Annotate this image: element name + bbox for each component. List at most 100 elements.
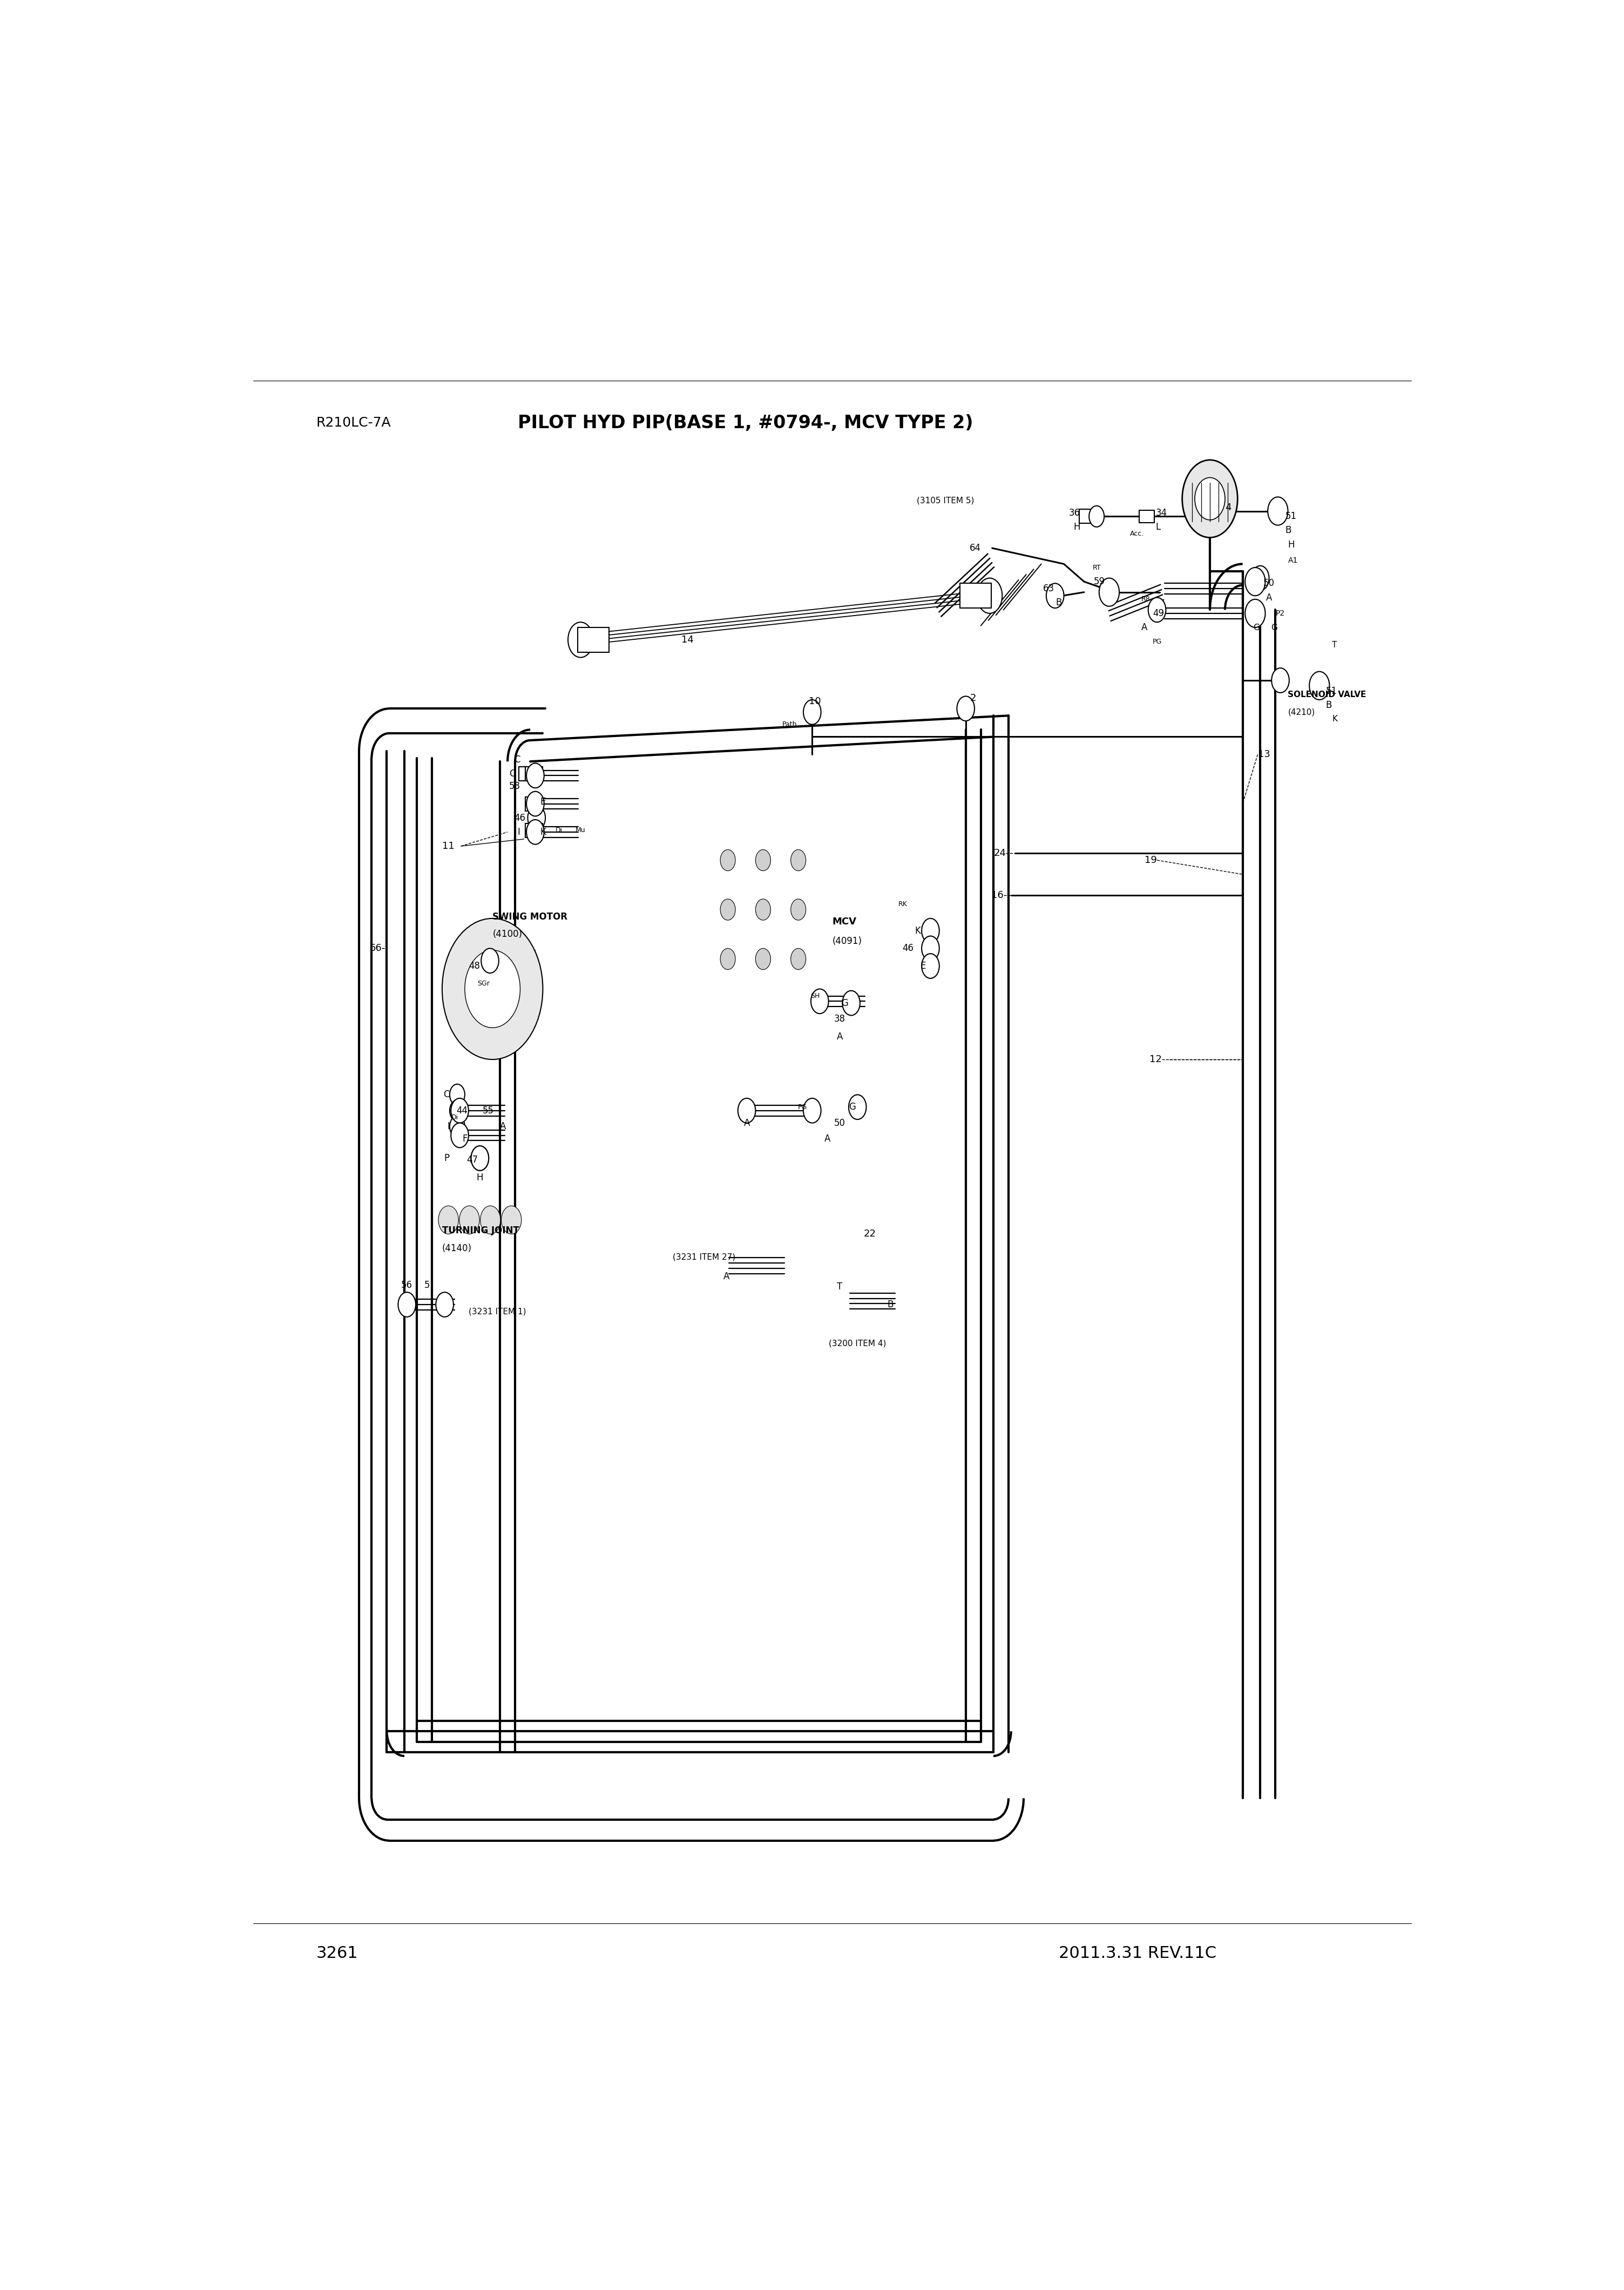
Text: K: K — [914, 925, 921, 937]
Circle shape — [755, 850, 771, 870]
Text: 51: 51 — [1325, 687, 1337, 696]
Circle shape — [1101, 579, 1117, 605]
Circle shape — [804, 1099, 822, 1122]
Circle shape — [721, 948, 736, 969]
Text: (4140): (4140) — [442, 1243, 473, 1253]
Text: 66: 66 — [369, 943, 382, 953]
Text: 46: 46 — [903, 943, 913, 953]
Text: 56: 56 — [401, 1280, 412, 1289]
Circle shape — [568, 623, 593, 657]
Text: A: A — [744, 1118, 750, 1127]
Circle shape — [1309, 671, 1330, 701]
Text: Di: Di — [451, 1115, 458, 1122]
Text: (4210): (4210) — [1288, 708, 1315, 717]
Text: R210LC-7A: R210LC-7A — [317, 417, 391, 431]
Bar — [1078, 508, 1096, 524]
Text: C: C — [508, 769, 515, 779]
Text: PILOT HYD PIP(BASE 1, #0794-, MCV TYPE 2): PILOT HYD PIP(BASE 1, #0794-, MCV TYPE 2… — [518, 414, 973, 433]
Circle shape — [451, 1099, 469, 1122]
Text: 13: 13 — [1257, 749, 1270, 760]
Text: A: A — [1142, 623, 1148, 632]
Circle shape — [791, 948, 806, 969]
Circle shape — [978, 577, 1002, 614]
Text: H: H — [1073, 522, 1080, 531]
Circle shape — [460, 1207, 479, 1234]
Text: 63: 63 — [1043, 584, 1054, 593]
Text: (4091): (4091) — [833, 937, 862, 946]
Text: 46: 46 — [513, 813, 525, 822]
Text: 11: 11 — [442, 840, 455, 852]
Circle shape — [1046, 584, 1064, 609]
Text: A: A — [724, 1271, 729, 1280]
Bar — [578, 627, 609, 653]
Circle shape — [442, 918, 542, 1060]
Bar — [525, 797, 542, 811]
Text: 12: 12 — [1150, 1056, 1163, 1065]
Text: 10: 10 — [809, 696, 820, 705]
Text: 64: 64 — [970, 543, 981, 552]
Text: A: A — [1267, 593, 1272, 602]
Bar — [1140, 511, 1155, 522]
Circle shape — [398, 1292, 416, 1317]
Text: SGr: SGr — [477, 980, 490, 987]
Text: C: C — [443, 1090, 450, 1099]
Text: I: I — [447, 1122, 450, 1131]
Circle shape — [435, 1292, 453, 1317]
Text: G: G — [849, 1101, 856, 1113]
Circle shape — [1099, 577, 1119, 607]
Circle shape — [526, 820, 544, 845]
Text: 38: 38 — [835, 1014, 846, 1024]
Text: (3200 ITEM 4): (3200 ITEM 4) — [828, 1340, 887, 1347]
Text: H: H — [1288, 540, 1294, 550]
Circle shape — [791, 850, 806, 870]
Circle shape — [922, 918, 939, 943]
Text: A1: A1 — [1288, 556, 1298, 563]
Circle shape — [471, 1145, 489, 1170]
Text: 34: 34 — [1156, 508, 1168, 518]
Bar — [960, 584, 992, 609]
Circle shape — [528, 806, 546, 831]
Text: RK: RK — [898, 900, 908, 907]
Circle shape — [451, 1122, 469, 1147]
Circle shape — [755, 948, 771, 969]
Text: G: G — [1272, 623, 1276, 632]
Text: Acc.: Acc. — [1130, 531, 1143, 538]
Text: 3261: 3261 — [317, 1946, 359, 1960]
Circle shape — [1246, 568, 1265, 595]
Circle shape — [957, 696, 974, 721]
Text: 16: 16 — [991, 891, 1004, 900]
Circle shape — [1090, 506, 1104, 527]
Text: F: F — [463, 1134, 468, 1143]
Circle shape — [438, 1207, 458, 1234]
Text: K: K — [539, 827, 546, 836]
Circle shape — [481, 948, 499, 973]
Circle shape — [922, 937, 939, 962]
Text: 36: 36 — [1069, 508, 1080, 518]
Circle shape — [526, 763, 544, 788]
Text: 51: 51 — [1286, 511, 1298, 522]
Circle shape — [1195, 479, 1224, 520]
Text: T: T — [836, 1282, 843, 1292]
Text: PG: PG — [797, 1104, 807, 1111]
Bar — [525, 767, 542, 781]
Text: R8: R8 — [1142, 595, 1150, 602]
Text: L: L — [1156, 522, 1161, 531]
Circle shape — [755, 900, 771, 921]
Circle shape — [1272, 669, 1289, 692]
Text: 5: 5 — [424, 1280, 430, 1289]
Text: I: I — [518, 827, 520, 836]
Circle shape — [481, 1207, 500, 1234]
Text: A: A — [500, 1122, 507, 1131]
Circle shape — [849, 1095, 866, 1120]
Text: A: A — [825, 1134, 830, 1143]
Circle shape — [1246, 600, 1265, 627]
Circle shape — [721, 900, 736, 921]
Text: P2: P2 — [1276, 609, 1285, 616]
Text: 55: 55 — [482, 1106, 494, 1115]
Text: A: A — [836, 1033, 843, 1042]
Circle shape — [1182, 460, 1237, 538]
Circle shape — [502, 1207, 521, 1234]
Text: Mu: Mu — [575, 827, 586, 834]
Circle shape — [721, 850, 736, 870]
Circle shape — [791, 900, 806, 921]
